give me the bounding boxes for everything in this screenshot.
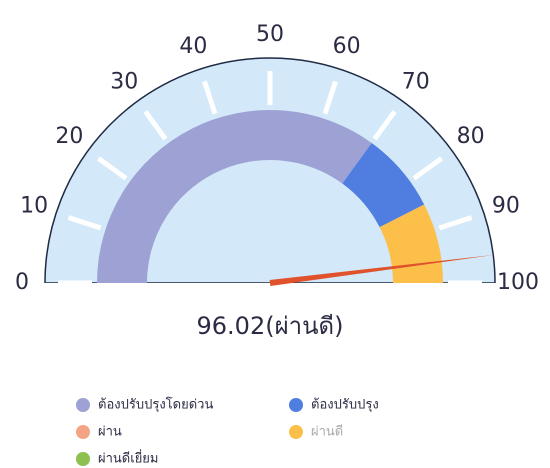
tick-mark [97, 156, 128, 181]
tick-mark [322, 80, 338, 115]
legend-label: ต้องปรับปรุง [311, 398, 379, 413]
legend-label: ต้องปรับปรุงโดยด่วน [98, 397, 213, 413]
tick-label: 30 [110, 69, 138, 94]
tick-mark [202, 80, 218, 115]
legend-marker [289, 425, 303, 439]
tick-label: 70 [402, 69, 430, 94]
legend-marker [76, 452, 90, 466]
legend-marker [76, 398, 90, 412]
gauge-band [342, 143, 425, 228]
gauge-band [97, 109, 372, 283]
tick-label: 0 [15, 270, 29, 295]
tick-mark [438, 215, 473, 231]
value-label: 96.02(ผ่านดี) [197, 312, 344, 340]
tick-label: 100 [497, 270, 539, 295]
needle [269, 254, 495, 286]
legend-marker [289, 398, 303, 412]
legend-label: ผ่านดีเยี่ยม [98, 450, 159, 467]
tick-label: 60 [333, 34, 361, 59]
tick-mark [143, 110, 168, 141]
tick-label: 80 [457, 124, 485, 149]
tick-mark [67, 215, 102, 231]
tick-mark [412, 156, 443, 181]
legend-marker [76, 425, 90, 439]
gauge-base [40, 283, 500, 289]
tick-label: 20 [55, 124, 83, 149]
legend-label: ผ่านดี [311, 424, 343, 440]
tick-label: 10 [20, 193, 48, 218]
tick-label: 40 [179, 34, 207, 59]
legend-label: ผ่าน [98, 425, 122, 440]
tick-label: 90 [492, 193, 520, 218]
tick-label: 50 [256, 22, 284, 47]
tick-mark [372, 110, 397, 141]
